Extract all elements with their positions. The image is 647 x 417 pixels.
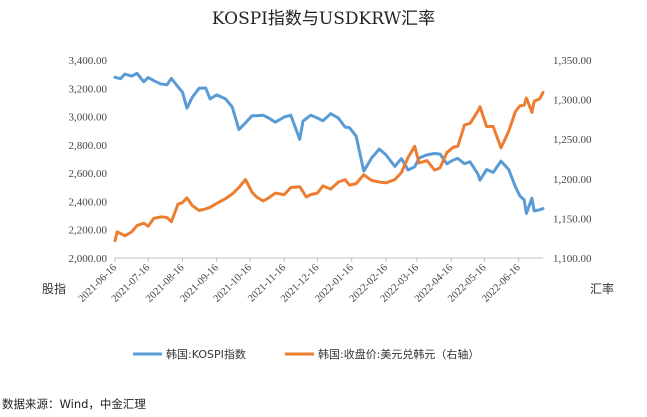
left-tick-label: 2,600.00 (69, 168, 108, 180)
legend: 韩国:KOSPI指数 韩国:收盘价:美元兑韩元（右轴） (133, 347, 479, 361)
series-layer (113, 71, 545, 243)
chart-title: KOSPI指数与USDKRW汇率 (212, 9, 435, 29)
right-tick-label: 1,100.00 (553, 253, 592, 265)
left-tick-label: 2,400.00 (69, 196, 108, 208)
x-axis-ticks: 2021-06-162021-07-162021-08-162021-09-16… (77, 258, 523, 305)
left-tick-label: 2,000.00 (69, 253, 108, 265)
left-tick-label: 2,800.00 (69, 140, 108, 152)
left-tick-label: 3,400.00 (69, 55, 108, 67)
right-tick-label: 1,300.00 (553, 95, 592, 107)
legend-label-usdkrw: 韩国:收盘价:美元兑韩元（右轴） (318, 347, 479, 361)
source-note: 数据来源：Wind，中金汇理 (2, 397, 146, 411)
left-axis-ticks: 2,000.00 2,200.00 2,400.00 2,600.00 2,800.00… (69, 55, 108, 265)
right-tick-label: 1,150.00 (553, 213, 592, 225)
left-tick-label: 3,200.00 (69, 83, 108, 95)
left-tick-label: 3,000.00 (69, 112, 108, 124)
right-axis-ticks: 1,100.00 1,150.00 1,200.00 1,250.00 1,300.00… (553, 55, 592, 265)
series-kospi (113, 71, 545, 215)
series-line (113, 71, 545, 215)
right-tick-label: 1,200.00 (553, 174, 592, 186)
y-axis-label-right: 汇率 (590, 281, 614, 296)
right-tick-label: 1,350.00 (553, 55, 592, 67)
series-usdkrw (113, 91, 545, 243)
y-axis-label-left: 股指 (42, 281, 66, 296)
right-tick-label: 1,250.00 (553, 134, 592, 146)
left-tick-label: 2,200.00 (69, 225, 108, 237)
legend-label-kospi: 韩国:KOSPI指数 (166, 347, 246, 361)
